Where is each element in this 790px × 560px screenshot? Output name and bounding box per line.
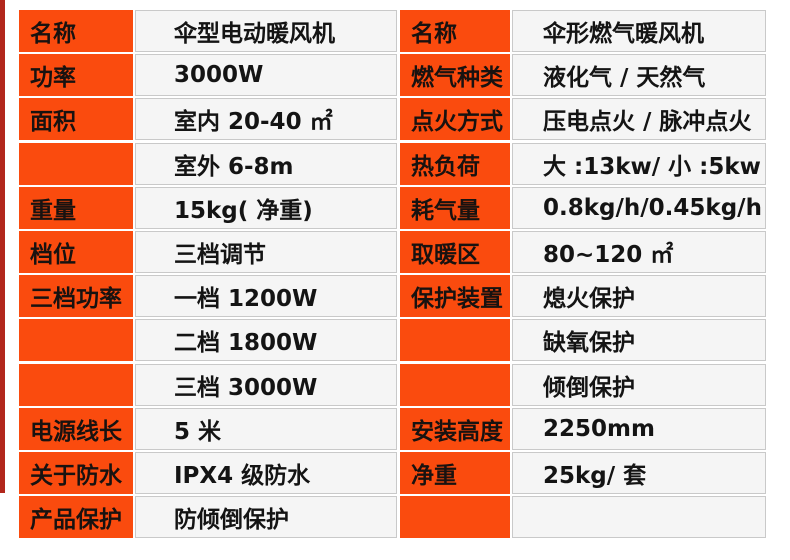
spec-row: 点火方式 压电点火 / 脉冲点火 (400, 98, 766, 141)
spec-label-cell (400, 496, 510, 539)
spec-row: 档位 三档调节 (19, 230, 397, 273)
spec-label-cell: 保护装置 (400, 275, 510, 318)
spec-label-cell (19, 319, 133, 362)
spec-row: 二档 1800W (19, 319, 397, 362)
spec-row: 三档功率 一档 1200W (19, 275, 397, 318)
spec-value-cell: 液化气 / 天然气 (512, 54, 766, 97)
page-accent-strip (0, 0, 5, 493)
spec-label-cell: 名称 (400, 10, 510, 52)
spec-value-cell: 15kg( 净重) (135, 186, 397, 229)
spec-label-cell: 产品保护 (19, 496, 133, 539)
spec-value-cell: 熄火保护 (512, 275, 766, 318)
spec-label-cell: 功率 (19, 54, 133, 97)
spec-value-cell: IPX4 级防水 (135, 451, 397, 494)
spec-value-cell: 三档 3000W (135, 363, 397, 406)
spec-value-cell: 2250mm (512, 407, 766, 450)
spec-label-cell: 重量 (19, 186, 133, 229)
spec-row: 名称 伞形燃气暖风机 (400, 10, 766, 52)
spec-label-cell: 名称 (19, 10, 133, 52)
spec-row: 室外 6-8m (19, 142, 397, 185)
spec-row: 重量 15kg( 净重) (19, 186, 397, 229)
spec-row: 缺氧保护 (400, 319, 766, 362)
spec-value-cell (512, 496, 766, 539)
spec-row: 名称 伞型电动暖风机 (19, 10, 397, 52)
spec-label-cell: 净重 (400, 451, 510, 494)
spec-value-cell: 5 米 (135, 407, 397, 450)
spec-row: 燃气种类 液化气 / 天然气 (400, 54, 766, 97)
spec-value-cell: 室内 20-40 ㎡ (135, 98, 397, 141)
spec-label-cell (19, 363, 133, 406)
spec-label-cell: 关于防水 (19, 451, 133, 494)
spec-value-cell: 缺氧保护 (512, 319, 766, 362)
spec-value-cell: 防倾倒保护 (135, 496, 397, 539)
spec-value-cell: 伞型电动暖风机 (135, 10, 397, 52)
spec-label-cell (400, 319, 510, 362)
spec-row: 取暖区 80~120 ㎡ (400, 230, 766, 273)
spec-row: 热负荷大 :13kw/ 小 :5kw (400, 142, 766, 185)
spec-value-cell: 3000W (135, 54, 397, 97)
spec-row: 保护装置 熄火保护 (400, 275, 766, 318)
spec-label-cell: 安装高度 (400, 407, 510, 450)
spec-value-cell: 80~120 ㎡ (512, 230, 766, 273)
spec-row: 安装高度 2250mm (400, 407, 766, 450)
spec-value-cell: 25kg/ 套 (512, 451, 766, 494)
spec-value-cell: 倾倒保护 (512, 363, 766, 406)
spec-value-cell: 压电点火 / 脉冲点火 (512, 98, 766, 141)
spec-label-cell: 耗气量 (400, 186, 510, 229)
spec-row (400, 496, 766, 539)
spec-row: 产品保护 防倾倒保护 (19, 496, 397, 539)
spec-label-cell (400, 363, 510, 406)
spec-label-cell: 电源线长 (19, 407, 133, 450)
spec-row: 倾倒保护 (400, 363, 766, 406)
spec-value-cell: 三档调节 (135, 230, 397, 273)
spec-value-cell: 0.8kg/h/0.45kg/h (512, 186, 766, 229)
spec-label-cell: 热负荷 (400, 142, 510, 185)
spec-row: 净重 25kg/ 套 (400, 451, 766, 494)
spec-row: 电源线长 5 米 (19, 407, 397, 450)
spec-value-cell: 室外 6-8m (135, 142, 397, 185)
spec-label-cell: 三档功率 (19, 275, 133, 318)
gas-heater-spec-table: 名称 伞形燃气暖风机 燃气种类 液化气 / 天然气 点火方式 压电点火 / 脉冲点火 热负荷… (400, 10, 766, 540)
spec-row: 关于防水 IPX4 级防水 (19, 451, 397, 494)
spec-label-cell: 燃气种类 (400, 54, 510, 97)
spec-value-cell: 二档 1800W (135, 319, 397, 362)
spec-value-cell: 一档 1200W (135, 275, 397, 318)
spec-label-cell: 点火方式 (400, 98, 510, 141)
spec-label-cell: 档位 (19, 230, 133, 273)
spec-row: 面积 室内 20-40 ㎡ (19, 98, 397, 141)
spec-row: 三档 3000W (19, 363, 397, 406)
spec-row: 功率 3000W (19, 54, 397, 97)
spec-label-cell (19, 142, 133, 185)
spec-value-cell: 大 :13kw/ 小 :5kw (512, 142, 766, 185)
spec-value-cell: 伞形燃气暖风机 (512, 10, 766, 52)
spec-row: 耗气量 0.8kg/h/0.45kg/h (400, 186, 766, 229)
spec-label-cell: 取暖区 (400, 230, 510, 273)
spec-label-cell: 面积 (19, 98, 133, 141)
